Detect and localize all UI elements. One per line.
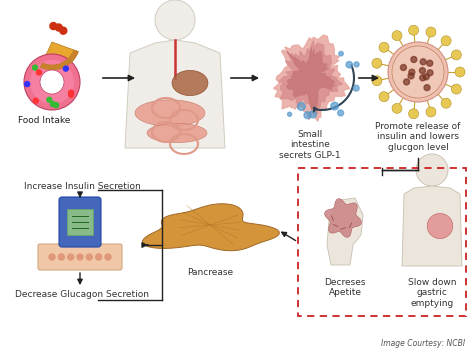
Circle shape [298, 103, 305, 110]
Circle shape [455, 67, 465, 77]
Circle shape [441, 36, 451, 46]
Circle shape [441, 98, 451, 108]
Circle shape [424, 84, 430, 91]
Circle shape [25, 82, 30, 87]
Polygon shape [172, 70, 208, 95]
Text: Food Intake: Food Intake [18, 116, 70, 125]
Circle shape [420, 59, 426, 65]
Circle shape [30, 60, 74, 104]
Polygon shape [287, 47, 335, 110]
Circle shape [49, 254, 55, 260]
FancyBboxPatch shape [59, 197, 101, 247]
Circle shape [427, 60, 433, 66]
Polygon shape [143, 204, 279, 251]
Polygon shape [147, 124, 207, 143]
Circle shape [379, 92, 389, 102]
Text: Slow down
gastric
emptying: Slow down gastric emptying [408, 278, 456, 308]
Circle shape [409, 25, 419, 35]
Circle shape [419, 75, 426, 81]
Circle shape [427, 70, 433, 76]
Polygon shape [402, 186, 462, 266]
Text: Image Courtesy: NCBI: Image Courtesy: NCBI [381, 339, 465, 348]
Circle shape [40, 70, 64, 94]
Circle shape [339, 51, 343, 56]
FancyBboxPatch shape [67, 209, 93, 235]
Circle shape [411, 56, 417, 62]
Circle shape [388, 42, 448, 102]
Circle shape [69, 90, 73, 95]
Circle shape [96, 254, 101, 260]
Circle shape [392, 103, 402, 113]
Text: Pancrease: Pancrease [187, 268, 233, 277]
Text: Decreses
Apetite: Decreses Apetite [324, 278, 366, 297]
Circle shape [409, 109, 419, 119]
Polygon shape [273, 35, 350, 121]
Polygon shape [325, 198, 362, 237]
Circle shape [105, 254, 111, 260]
Circle shape [403, 79, 410, 85]
Circle shape [50, 23, 57, 29]
Circle shape [354, 62, 359, 67]
Circle shape [60, 27, 67, 34]
Circle shape [58, 254, 64, 260]
Circle shape [392, 31, 402, 40]
Polygon shape [327, 198, 363, 265]
Circle shape [392, 46, 444, 98]
Circle shape [24, 54, 80, 110]
Circle shape [423, 74, 429, 80]
FancyBboxPatch shape [38, 244, 122, 270]
Text: Increase Insulin Secretion: Increase Insulin Secretion [24, 182, 140, 191]
Circle shape [304, 112, 311, 119]
Polygon shape [279, 40, 343, 113]
Circle shape [353, 85, 359, 91]
Circle shape [33, 98, 38, 103]
Circle shape [55, 24, 62, 31]
Circle shape [47, 97, 52, 102]
Circle shape [401, 65, 406, 71]
Circle shape [379, 42, 389, 52]
Text: Small
intestine
secrets GLP-1: Small intestine secrets GLP-1 [279, 130, 341, 160]
Circle shape [337, 110, 344, 116]
Polygon shape [135, 100, 205, 126]
Circle shape [68, 254, 73, 260]
Circle shape [155, 0, 195, 40]
Circle shape [33, 65, 37, 70]
Circle shape [54, 103, 59, 108]
Circle shape [416, 154, 448, 186]
Text: Promote release of
insulin and lowers
glucgon level: Promote release of insulin and lowers gl… [375, 122, 461, 152]
Circle shape [426, 107, 436, 117]
Circle shape [346, 61, 353, 68]
Bar [168, 40, 182, 55]
Circle shape [419, 67, 425, 73]
Polygon shape [125, 40, 225, 148]
Text: Decrease Glucagon Secretion: Decrease Glucagon Secretion [15, 290, 149, 299]
Wedge shape [40, 42, 78, 70]
Circle shape [331, 102, 338, 110]
Circle shape [426, 27, 436, 37]
Polygon shape [427, 213, 453, 239]
Circle shape [372, 76, 382, 86]
Bar [426, 186, 438, 196]
Circle shape [77, 254, 83, 260]
Circle shape [451, 50, 461, 60]
Circle shape [451, 84, 461, 94]
Circle shape [288, 112, 292, 116]
Circle shape [408, 73, 414, 79]
Circle shape [36, 70, 41, 75]
Wedge shape [40, 50, 78, 70]
Circle shape [51, 102, 55, 106]
Circle shape [409, 69, 415, 75]
Circle shape [86, 254, 92, 260]
Circle shape [69, 92, 73, 97]
Circle shape [64, 66, 68, 71]
Circle shape [310, 111, 317, 118]
Circle shape [372, 58, 382, 68]
